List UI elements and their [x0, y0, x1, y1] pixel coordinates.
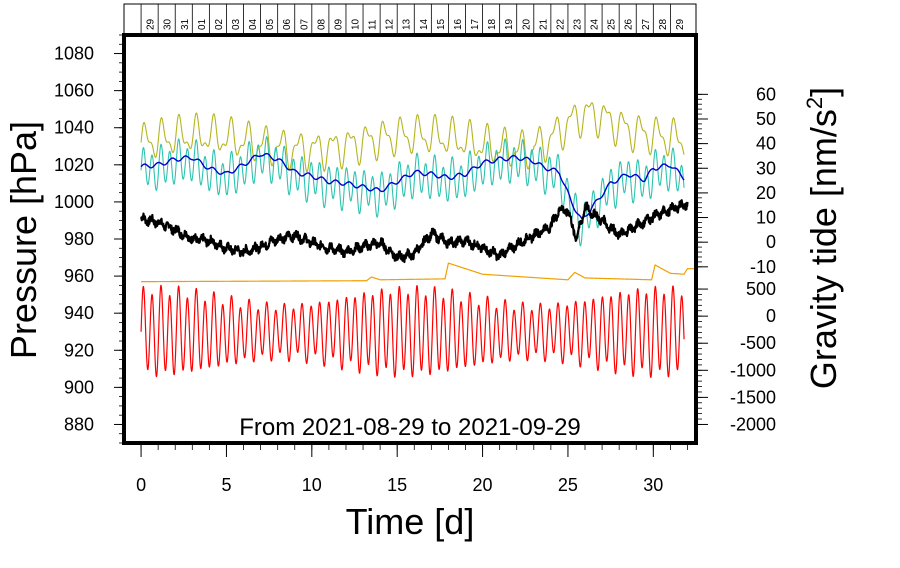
date-tick-label: 26 [624, 18, 635, 30]
date-tick-label: 29 [675, 18, 686, 30]
left-tick-label: 960 [64, 266, 94, 286]
x-tick-label: 5 [221, 475, 231, 495]
left-tick-label: 1020 [54, 155, 94, 175]
right-upper-tick-label: -10 [750, 257, 776, 277]
left-tick-label: 1060 [54, 81, 94, 101]
right-upper-tick-label: 20 [756, 183, 776, 203]
series-layer [140, 102, 696, 379]
right-axis-title-superscript: 2 [802, 97, 827, 109]
date-tick-label: 23 [572, 18, 583, 30]
date-tick-label: 24 [590, 18, 601, 30]
series-olive-line [140, 102, 685, 173]
date-tick-label: 20 [521, 18, 532, 30]
date-tick-label: 01 [197, 18, 208, 30]
date-tick-label: 17 [470, 18, 481, 30]
left-tick-label: 900 [64, 377, 94, 397]
series-pressure-line [140, 199, 689, 264]
date-tick-label: 21 [538, 18, 549, 30]
date-tick-label: 05 [265, 18, 276, 30]
date-tick-label: 27 [641, 18, 652, 30]
right-axis-title-tail: ] [803, 87, 844, 97]
date-tick-label: 03 [231, 18, 242, 30]
left-tick-label: 920 [64, 340, 94, 360]
date-axis-strip [123, 3, 697, 35]
series-auxiliary-line [141, 262, 696, 283]
series-smoothed-line [140, 152, 685, 219]
right-lower-tick-label: -1500 [730, 387, 776, 407]
x-tick-label: 15 [387, 475, 407, 495]
date-tick-label: 18 [487, 18, 498, 30]
date-tick-label: 25 [607, 18, 618, 30]
right-axis-title-main: Gravity tide [nm/s [803, 109, 844, 389]
left-tick-label: 940 [64, 303, 94, 323]
right-upper-tick-label: 40 [756, 134, 776, 154]
bottom-axis: 0 5 10 15 20 25 30 [136, 443, 688, 495]
right-axis-title: Gravity tide [nm/s2] [802, 87, 844, 389]
x-tick-label: 10 [302, 475, 322, 495]
date-tick-label: 06 [282, 18, 293, 30]
right-lower-tick-label: -1000 [730, 360, 776, 380]
date-tick-label: 31 [180, 18, 191, 30]
series-turquoise-line [140, 136, 685, 247]
left-tick-label: 880 [64, 414, 94, 434]
left-tick-label: 1080 [54, 44, 94, 64]
x-tick-label: 30 [643, 475, 663, 495]
left-tick-label: 1040 [54, 118, 94, 138]
date-tick-label: 07 [299, 18, 310, 30]
date-tick-label: 22 [555, 18, 566, 30]
date-tick-label: 12 [385, 18, 396, 30]
right-upper-tick-label: 0 [766, 232, 776, 252]
date-tick-label: 28 [658, 18, 669, 30]
date-tick-label: 02 [214, 18, 225, 30]
date-tick-label: 13 [402, 18, 413, 30]
right-lower-tick-label: 0 [766, 306, 776, 326]
right-lower-tick-label: 500 [746, 279, 776, 299]
date-ticks: 29 30 31 01 02 03 04 05 06 07 08 09 10 11 12 13 14 15 16 17… [140, 4, 686, 34]
date-tick-label: 19 [504, 18, 515, 30]
x-tick-label: 20 [473, 475, 493, 495]
x-tick-label: 25 [558, 475, 578, 495]
right-upper-tick-label: 60 [756, 84, 776, 104]
date-tick-label: 09 [333, 18, 344, 30]
date-tick-label: 15 [436, 18, 447, 30]
left-axis: 880 900 920 940 960 980 1000 1020 1040 1060 1080 [54, 34, 124, 444]
right-upper-tick-label: 50 [756, 109, 776, 129]
right-axis: -10 0 10 20 30 40 50 60 -2000 -1500 -1000 -500 0 500 [696, 84, 776, 434]
left-tick-label: 1000 [54, 192, 94, 212]
left-tick-label: 980 [64, 229, 94, 249]
date-tick-label: 11 [368, 19, 379, 30]
series-gravity-tide-line [140, 284, 685, 379]
date-tick-label: 30 [163, 18, 174, 30]
date-tick-label: 08 [316, 18, 327, 30]
left-axis-title: Pressure [hPa] [3, 121, 44, 359]
right-upper-tick-label: 10 [756, 208, 776, 228]
date-range-label: From 2021-08-29 to 2021-09-29 [239, 414, 581, 441]
date-tick-label: 10 [351, 18, 362, 30]
right-upper-tick-label: 30 [756, 158, 776, 178]
date-tick-label: 14 [419, 18, 430, 30]
right-lower-tick-label: -2000 [730, 414, 776, 434]
date-tick-label: 04 [248, 18, 259, 30]
x-tick-label: 0 [136, 475, 146, 495]
right-lower-tick-label: -500 [740, 333, 776, 353]
date-tick-label: 16 [453, 18, 464, 30]
x-axis-title: Time [d] [346, 501, 475, 542]
date-tick-label: 29 [146, 18, 157, 30]
